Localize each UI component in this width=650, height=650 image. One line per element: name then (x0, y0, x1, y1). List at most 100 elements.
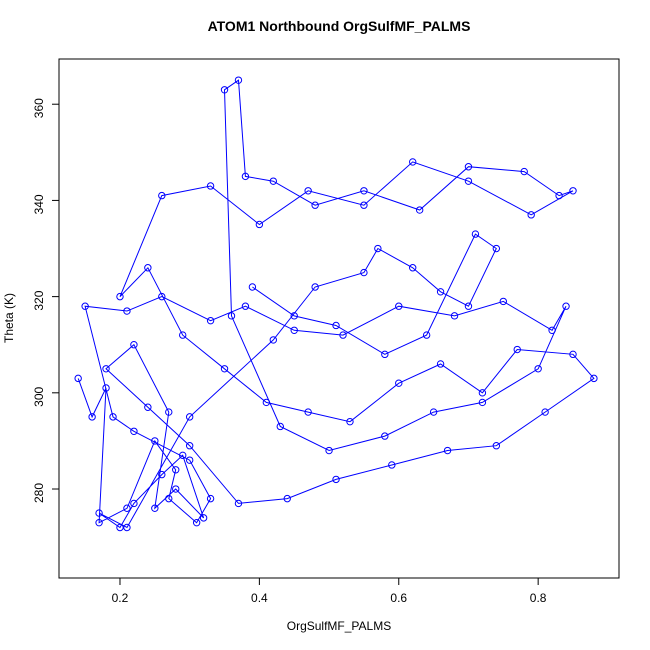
data-point (172, 466, 180, 474)
data-point (478, 398, 487, 407)
data-point (179, 451, 187, 460)
data-point (130, 427, 138, 435)
data-point (409, 158, 417, 166)
data-point (346, 417, 354, 426)
data-point (116, 523, 124, 532)
data-point (165, 408, 173, 416)
data-point (443, 446, 452, 455)
data-point (151, 504, 159, 512)
data-point (102, 384, 110, 392)
data-point (123, 307, 131, 315)
chart-title: ATOM1 Northbound OrgSulfMF_PALMS (208, 18, 471, 34)
data-point (165, 494, 173, 503)
data-point (395, 379, 403, 387)
data-point (151, 437, 159, 445)
data-point (360, 268, 368, 277)
y-tick-label: 300 (32, 386, 46, 406)
data-point (415, 206, 424, 214)
data-point (471, 230, 480, 238)
x-tick-label: 0.8 (530, 591, 547, 605)
data-point (569, 187, 577, 195)
data-point (74, 374, 82, 383)
data-point (283, 494, 291, 503)
data-point (276, 422, 284, 431)
data-point (339, 331, 347, 339)
data-point (513, 345, 521, 354)
data-point (422, 331, 431, 339)
data-point (360, 187, 368, 195)
data-point (241, 172, 250, 181)
data-point (464, 163, 473, 171)
data-point (158, 191, 166, 200)
y-tick-label: 280 (32, 483, 46, 503)
data-point (172, 485, 180, 493)
x-tick-label: 0.4 (251, 591, 268, 605)
data-point (192, 518, 201, 527)
data-point (116, 292, 124, 301)
data-point (436, 360, 445, 368)
data-point (234, 499, 243, 508)
x-tick-label: 0.2 (112, 591, 129, 605)
data-point (130, 341, 138, 349)
data-point (311, 201, 319, 209)
data-point (269, 177, 278, 185)
data-point (206, 494, 215, 503)
y-tick-label: 340 (32, 194, 46, 214)
data-point (562, 302, 570, 310)
data-point (262, 398, 271, 407)
data-point (548, 326, 556, 334)
data-point (144, 264, 152, 272)
y-tick-label: 320 (32, 290, 46, 310)
data-point (185, 456, 194, 464)
data-point (311, 283, 319, 291)
data-point (130, 499, 138, 508)
data-point (206, 182, 215, 190)
data-point (123, 504, 131, 512)
data-point (220, 86, 229, 94)
data-point (290, 326, 298, 334)
data-point (123, 523, 131, 532)
data-point (88, 413, 96, 421)
data-point (109, 413, 117, 421)
data-point (436, 288, 445, 296)
data-point (499, 297, 508, 306)
data-point (492, 442, 501, 450)
data-point (360, 201, 368, 209)
data-point (409, 264, 417, 272)
data-point (569, 350, 577, 359)
x-axis-label: OrgSulfMF_PALMS (287, 619, 391, 633)
data-point (464, 177, 473, 185)
data-point (227, 312, 236, 320)
data-point (527, 211, 535, 219)
data-point (520, 167, 528, 176)
data-point (102, 365, 110, 373)
data-point (429, 408, 438, 416)
y-axis-label: Theta (K) (2, 293, 16, 343)
data-point (269, 336, 278, 344)
data-point (450, 312, 459, 320)
data-point (304, 187, 312, 195)
data-point (395, 302, 403, 310)
data-point (464, 302, 473, 310)
data-point (179, 331, 187, 339)
data-point (158, 470, 166, 479)
data-point (144, 403, 152, 411)
data-point (478, 389, 487, 397)
data-point (234, 76, 243, 84)
data-point (95, 518, 103, 527)
data-point (325, 446, 333, 455)
data-point (534, 365, 542, 373)
data-point (81, 302, 89, 310)
x-tick-label: 0.6 (390, 591, 407, 605)
data-point (381, 432, 389, 440)
data-point (374, 244, 382, 253)
data-point (185, 413, 194, 421)
plot-box (58, 58, 620, 579)
data-point (332, 321, 340, 330)
data-point (95, 509, 103, 517)
data-point (388, 461, 396, 469)
data-point (255, 220, 264, 229)
data-point (555, 191, 563, 200)
data-point (290, 312, 298, 320)
data-point (304, 408, 312, 416)
